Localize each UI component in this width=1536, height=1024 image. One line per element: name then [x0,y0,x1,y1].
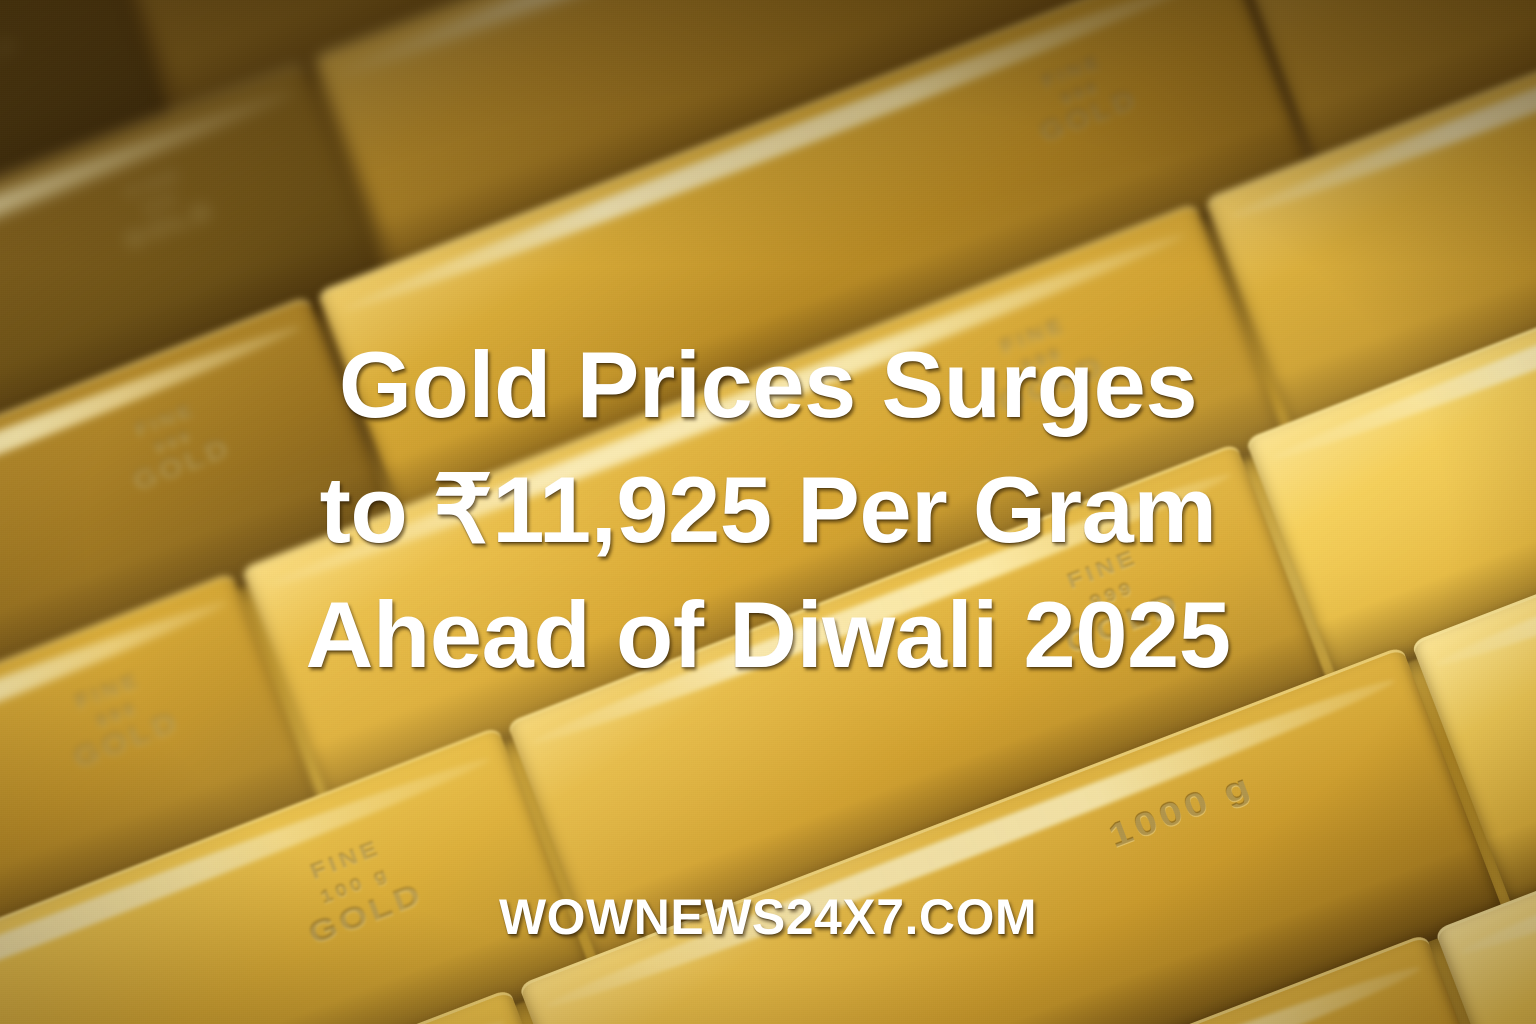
headline-line-1: Gold Prices Surges [338,332,1198,437]
headline: Gold Prices Surges to ₹11,925 Per Gram A… [0,322,1536,697]
headline-line-3: Ahead of Diwali 2025 [305,582,1231,688]
source-watermark: WOWNEWS24X7.COM [498,889,1038,945]
headline-line-2: to ₹11,925 Per Gram [319,457,1217,563]
